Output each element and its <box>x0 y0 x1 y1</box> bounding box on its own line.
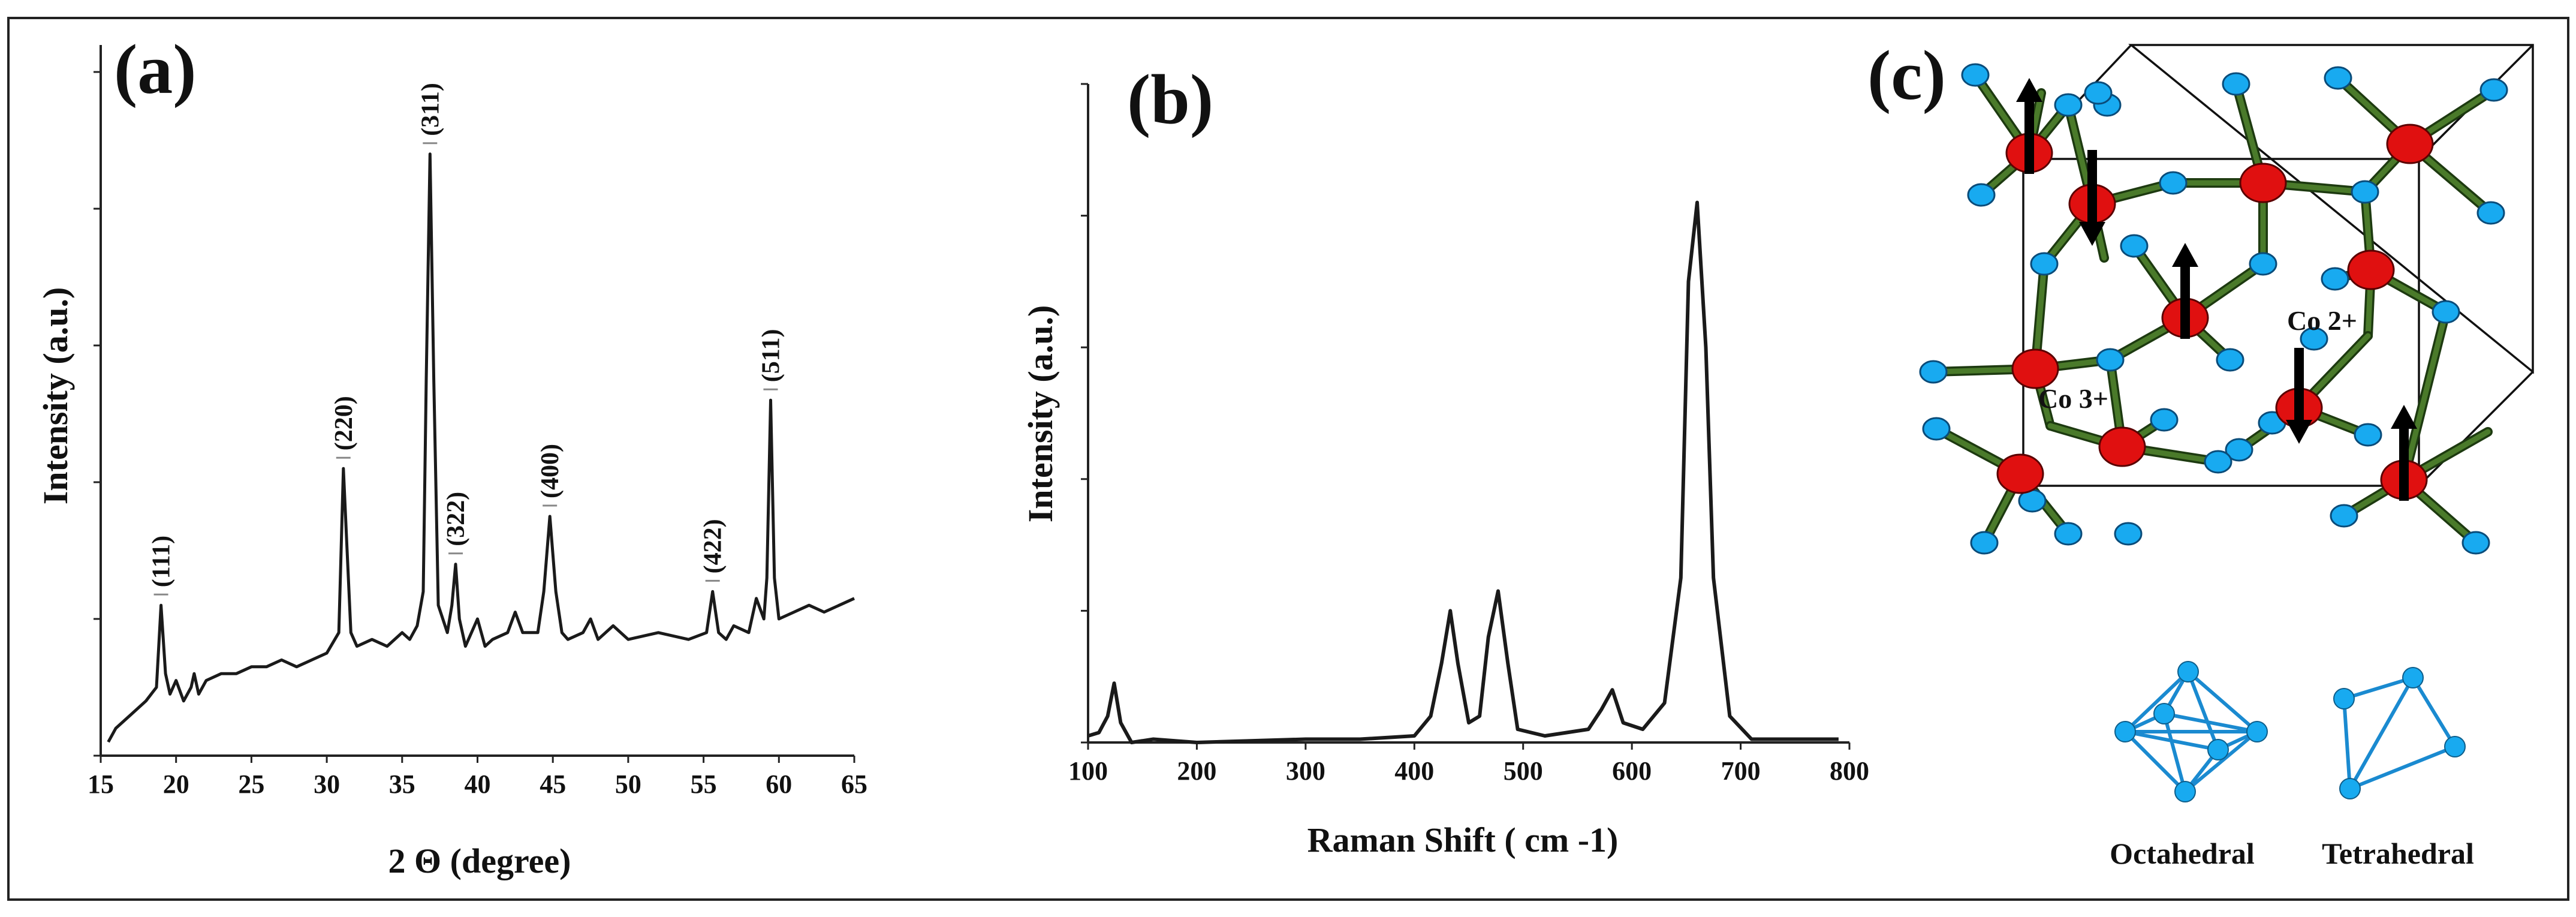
oxygen-atom <box>2114 522 2143 546</box>
oxygen-atom <box>2479 78 2508 102</box>
x-tick-label: 15 <box>88 769 114 799</box>
oxygen-atom <box>2432 300 2460 324</box>
oxygen-atom <box>2150 408 2179 432</box>
cobalt-atom <box>1996 453 2044 494</box>
panel-letter-c: (c) <box>1867 36 1946 115</box>
tetrahedral-label: Tetrahedral <box>2322 837 2474 870</box>
cobalt-atom <box>2386 124 2434 164</box>
x-tick-label: 65 <box>841 769 867 799</box>
oxygen-atom <box>2222 72 2250 96</box>
oxygen-atom <box>2324 66 2352 90</box>
atom-set <box>1919 63 2508 555</box>
oxygen-atom <box>1922 417 1951 441</box>
panel-letter-a: (a) <box>114 30 197 109</box>
panel-letter-b: (b) <box>1127 60 1213 139</box>
oxygen-atom <box>2216 348 2244 372</box>
oxygen-atom <box>2096 348 2125 372</box>
cobalt-atom <box>2011 348 2059 389</box>
peak-label: (220) <box>330 396 358 450</box>
raman-chart: (b) 100 200 300 400 500 600 700 800 Intensity (… <box>1021 60 1869 859</box>
oxygen-atom <box>1967 183 1996 207</box>
oxygen-atom <box>2351 180 2379 204</box>
x-tick-label: 35 <box>389 769 415 799</box>
x-tick-label: 400 <box>1394 756 1434 786</box>
xrd-y-axis-title: Intensity (a.u.) <box>36 287 75 505</box>
tetrahedral-icon <box>2333 667 2466 799</box>
xrd-series-line <box>107 152 855 743</box>
raman-series-line <box>1087 200 1839 744</box>
oxygen-atom <box>2054 93 2083 117</box>
spin-arrow-icon <box>2172 243 2198 339</box>
oxygen-atom <box>2204 450 2232 474</box>
spin-arrow-set <box>2016 78 2417 501</box>
x-tick-label: 200 <box>1177 756 1216 786</box>
oxygen-atom <box>2225 438 2253 462</box>
cobalt-atom <box>2239 163 2287 203</box>
x-tick-label: 600 <box>1612 756 1652 786</box>
xrd-chart: (a) 15 20 25 30 35 40 45 50 55 60 65 (111) (220) (31… <box>36 30 867 880</box>
oxygen-atom <box>2461 531 2490 555</box>
oxygen-atom <box>2330 504 2358 528</box>
spin-arrow-icon <box>2286 348 2312 444</box>
oxygen-atom <box>1961 63 1990 87</box>
peak-label: (511) <box>757 329 785 383</box>
raman-y-axis-title: Intensity (a.u.) <box>1021 305 1060 523</box>
oxygen-atom <box>2249 252 2277 276</box>
cobalt-atom <box>2347 249 2395 290</box>
x-tick-label: 20 <box>163 769 189 799</box>
x-tick-label: 60 <box>766 769 792 799</box>
oxygen-atom <box>2120 234 2149 258</box>
oxygen-atom <box>2354 423 2382 447</box>
oxygen-atom <box>2300 327 2328 351</box>
x-tick-label: 800 <box>1830 756 1869 786</box>
ion-label-co2: Co 2+ <box>2287 305 2357 336</box>
peak-label: (311) <box>417 83 444 136</box>
x-tick-label: 40 <box>465 769 491 799</box>
x-tick-label: 30 <box>314 769 340 799</box>
peak-label: (422) <box>700 519 727 573</box>
ion-label-co3: Co 3+ <box>2038 383 2108 414</box>
oxygen-atom <box>2321 267 2349 291</box>
peak-label: (400) <box>537 444 564 498</box>
x-tick-label: 55 <box>691 769 717 799</box>
x-tick-label: 25 <box>238 769 264 799</box>
spin-arrow-icon <box>2079 150 2105 246</box>
spinel-structure: (c) Co 3+ Co 2+ <box>1867 36 2534 870</box>
cobalt-atom <box>2098 426 2146 467</box>
bond <box>2401 309 2449 483</box>
x-tick-label: 300 <box>1286 756 1325 786</box>
oxygen-atom <box>2476 201 2505 225</box>
oxygen-atom <box>2159 171 2188 195</box>
xrd-x-axis-title: 2 Θ (degree) <box>388 841 571 880</box>
x-tick-label: 500 <box>1504 756 1543 786</box>
oxygen-atom <box>1970 531 1999 555</box>
x-tick-label: 700 <box>1721 756 1761 786</box>
x-tick-label: 100 <box>1068 756 1108 786</box>
oxygen-atom <box>2054 522 2083 546</box>
spin-arrow-icon <box>2016 78 2042 174</box>
peak-label: (111) <box>148 536 176 587</box>
peak-label: (322) <box>442 492 470 546</box>
x-tick-label: 45 <box>540 769 566 799</box>
spin-arrow-icon <box>2391 405 2417 501</box>
oxygen-atom <box>1919 360 1948 384</box>
oxygen-atom <box>2030 252 2059 276</box>
oxygen-atom <box>2084 81 2113 105</box>
x-tick-label: 50 <box>615 769 641 799</box>
octahedral-label: Octahedral <box>2110 837 2255 870</box>
raman-x-axis-title: Raman Shift ( cm -1) <box>1307 820 1619 859</box>
octahedral-icon <box>2114 661 2268 802</box>
raman-x-axis-title-text: Raman Shift ( cm -1) <box>1307 820 1619 859</box>
